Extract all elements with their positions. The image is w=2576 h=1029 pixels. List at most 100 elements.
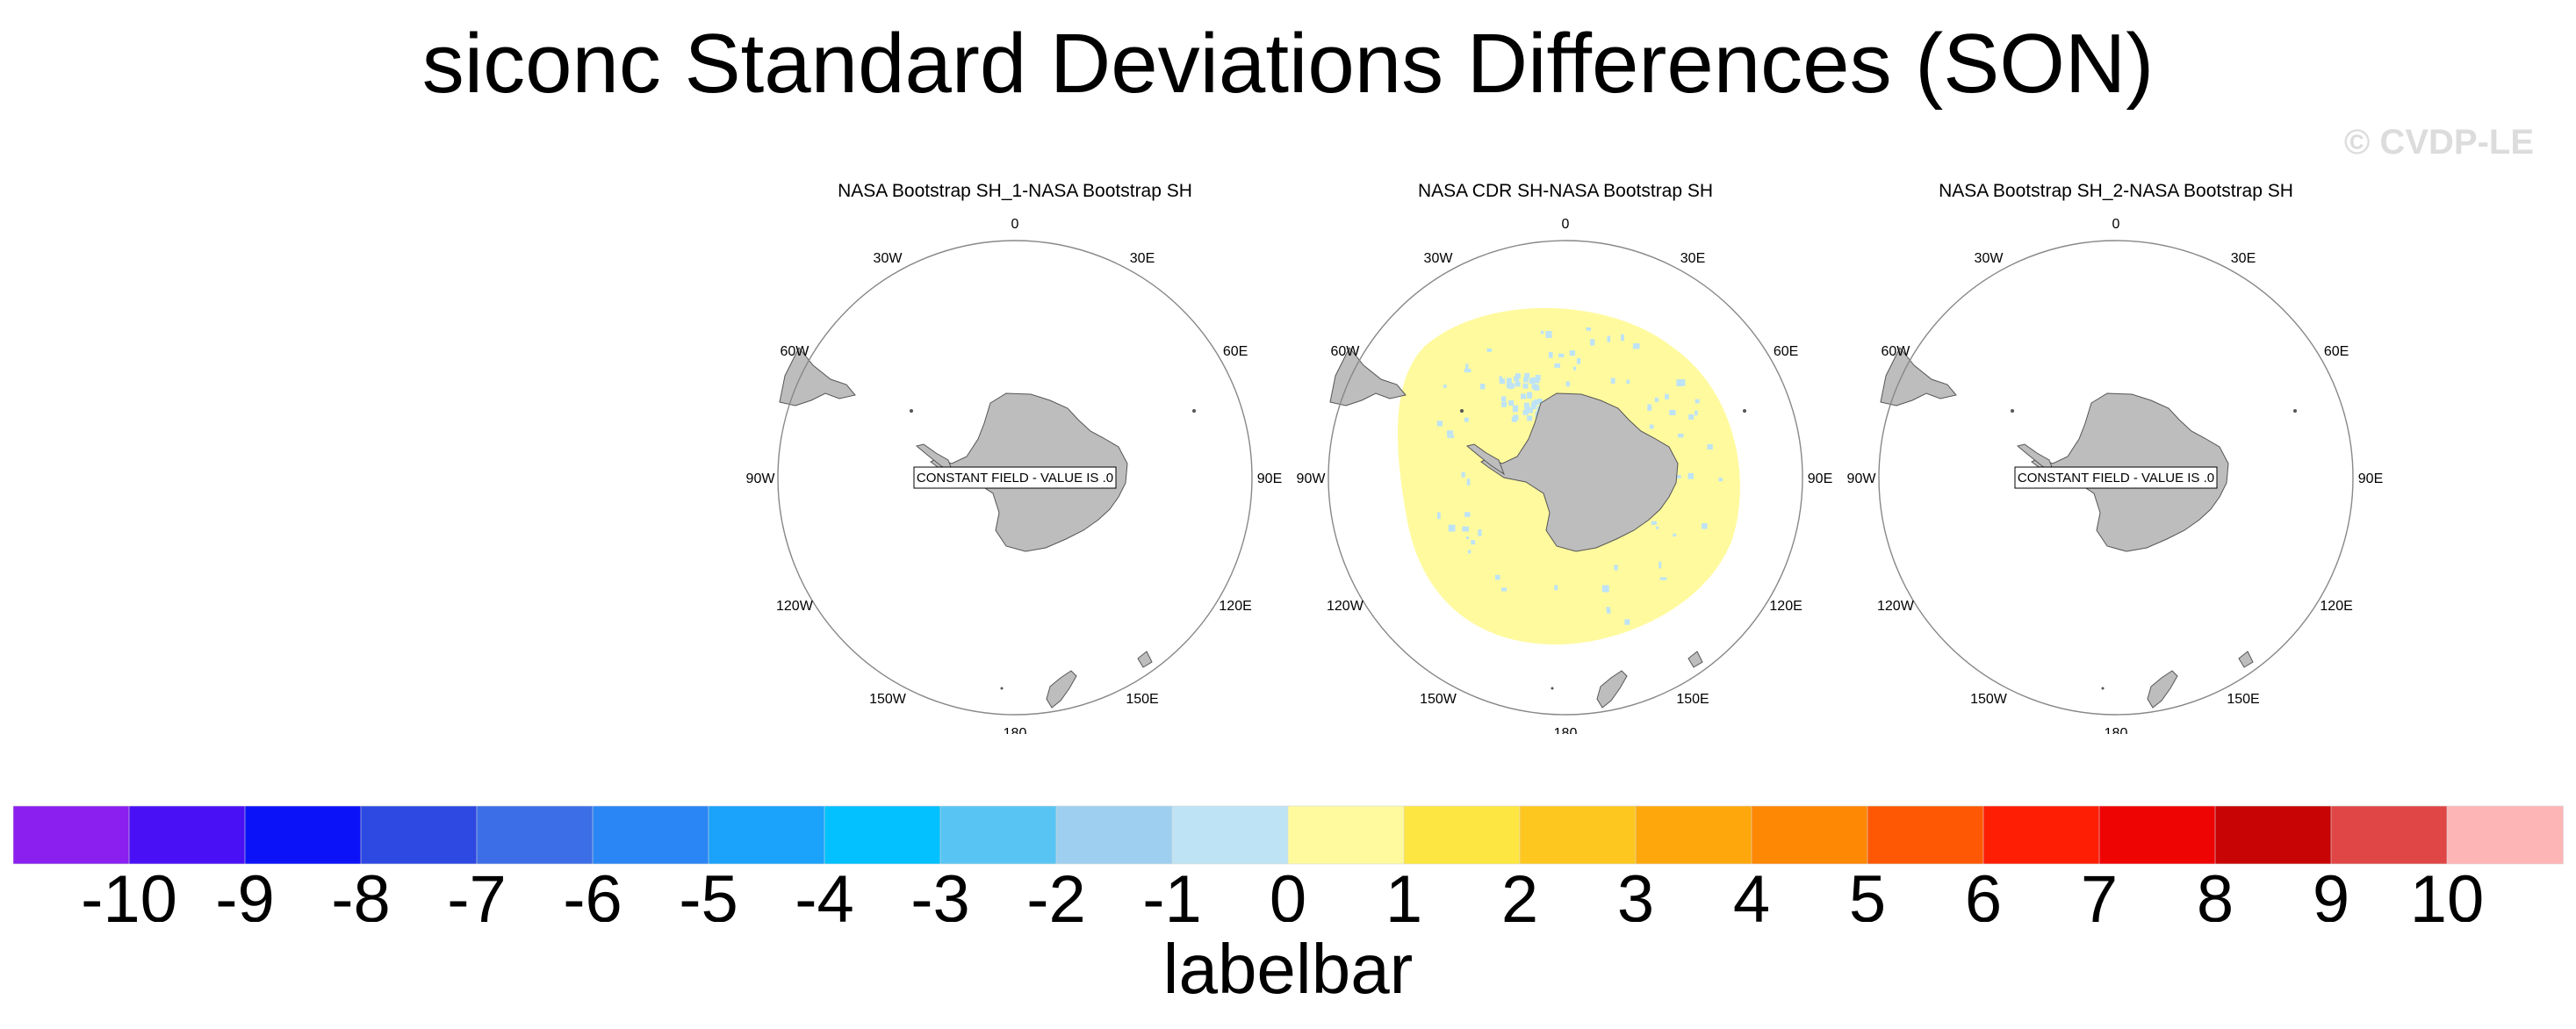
negative-difference-cell [1607,609,1611,614]
negative-difference-cell [1535,374,1541,380]
negative-difference-cell [1512,407,1518,413]
negative-difference-cell [1527,407,1533,414]
negative-difference-cell [1718,478,1723,482]
colorbar-tick-label: 5 [1849,862,1886,922]
new-zealand-land [1596,670,1628,709]
colorbar-tick-label: -10 [81,862,177,922]
negative-difference-cell [1545,331,1552,338]
colorbar-swatch [360,805,478,865]
negative-difference-cell [1601,585,1609,593]
longitude-tick-label: 90W [1297,471,1327,486]
new-zealand-land [1046,670,1077,709]
negative-difference-cell [1436,421,1443,427]
new-zealand-land [2147,670,2178,709]
negative-difference-cell [1447,430,1454,435]
map-boundary [777,240,1253,716]
longitude-tick-label: 60E [1223,344,1248,359]
negative-difference-cell [1464,369,1471,373]
negative-difference-cell [1654,397,1659,402]
negative-difference-cell [1527,415,1533,421]
colorbar-swatch [708,805,825,865]
constant-field-box [2014,466,2218,489]
negative-difference-cell [1537,399,1543,405]
negative-difference-cell [1673,533,1677,537]
negative-difference-cell [1702,522,1708,529]
negative-difference-cell [1522,383,1529,389]
negative-difference-cell [1462,526,1469,532]
negative-difference-cell [1624,619,1630,625]
negative-difference-cell [1524,407,1530,413]
negative-difference-cell [1501,401,1507,407]
island-dot [1192,409,1196,413]
negative-difference-cell [1523,402,1529,408]
longitude-tick-label: 120W [1877,599,1915,614]
negative-difference-cell [1669,409,1676,415]
negative-difference-cell [1688,414,1695,420]
colorbar-tick-label: 9 [2313,862,2349,922]
polar-map: 0 30E 60E 90E 120E 150E 180 150W 120W 90W 60W 30W CO… [1847,217,2384,734]
longitude-tick-label: 60E [2324,344,2349,359]
negative-difference-cell [1565,381,1571,387]
negative-difference-cell [1466,479,1471,486]
longitude-tick-label: 120W [1327,599,1364,614]
colorbar-tick-label: 1 [1385,862,1422,922]
colorbar-tick-label: 0 [1270,862,1306,922]
panel-title: NASA CDR SH-NASA Bootstrap SH [1417,181,1714,201]
negative-difference-cell [1524,372,1530,378]
negative-difference-cell [1464,512,1471,517]
negative-difference-cell [1515,381,1521,387]
colorbar-swatch [2098,805,2216,865]
negative-difference-cell [1577,358,1581,364]
longitude-tick-label: 90W [746,471,776,486]
negative-difference-cell [1465,363,1469,371]
longitude-tick-label: 120W [776,599,814,614]
negative-difference-cell [1501,587,1507,592]
negative-difference-cell [1461,471,1465,478]
colorbar-swatch [476,805,594,865]
negative-difference-cell [1626,379,1630,384]
longitude-tick-label: 60W [1881,344,1910,359]
colorbar-swatch [244,805,362,865]
negative-difference-cell [1514,376,1520,382]
negative-difference-cell [1687,472,1694,479]
island-dot [2011,409,2014,413]
negative-difference-cell [1527,392,1533,398]
negative-difference-cell [1515,373,1521,379]
longitude-tick-label: 60W [780,344,809,359]
constant-field-box [913,466,1117,489]
colorbar-tick-label: 10 [2410,862,2485,922]
negative-difference-cell [1495,574,1500,580]
negative-difference-cell [1529,378,1535,384]
colorbar-tick-label: -1 [1142,862,1202,922]
colorbar-tick-label: 2 [1501,862,1538,922]
colorbar-tick-label: -9 [215,862,275,922]
constant-field-label: CONSTANT FIELD - VALUE IS .0 [2018,471,2214,486]
map-boundary [1328,240,1803,716]
land [779,347,1196,709]
colorbar-swatch [592,805,709,865]
negative-difference-cell [1676,379,1684,386]
map-panel-1: NASA Bootstrap SH_1-NASA Bootstrap SH 0 3… [734,172,1296,734]
longitude-tick-label: 120E [1219,599,1251,614]
colorbar-tick-label: -6 [563,862,622,922]
negative-difference-cell [1534,378,1540,384]
colorbar-swatch [2330,805,2448,865]
colorbar: -10 -9 -8 -7 -6 -5 -4 -3 -2 -1 0 1 2 3 4 5 6 7 8 9 10 [12,805,2564,922]
longitude-tick-label: 0 [1562,217,1570,232]
colorbar-tick-label: 8 [2197,862,2234,922]
negative-difference-cell [1521,393,1527,399]
tasmania-land [1687,651,1703,668]
peninsula-land [1465,443,1506,476]
tasmania-land [1137,651,1153,668]
negative-difference-cell [1647,404,1652,411]
colorbar-swatch [939,805,1057,865]
land [1880,347,2297,709]
colorbar-swatch [1635,805,1752,865]
longitude-tick-label: 90E [1808,471,1832,486]
longitude-tick-label: 150W [869,692,907,707]
negative-difference-cell [1621,334,1624,342]
negative-difference-cell [1486,349,1493,352]
longitude-tick-label: 180 [1554,726,1578,734]
negative-difference-cell [1522,409,1529,415]
south-america-land [779,347,856,407]
